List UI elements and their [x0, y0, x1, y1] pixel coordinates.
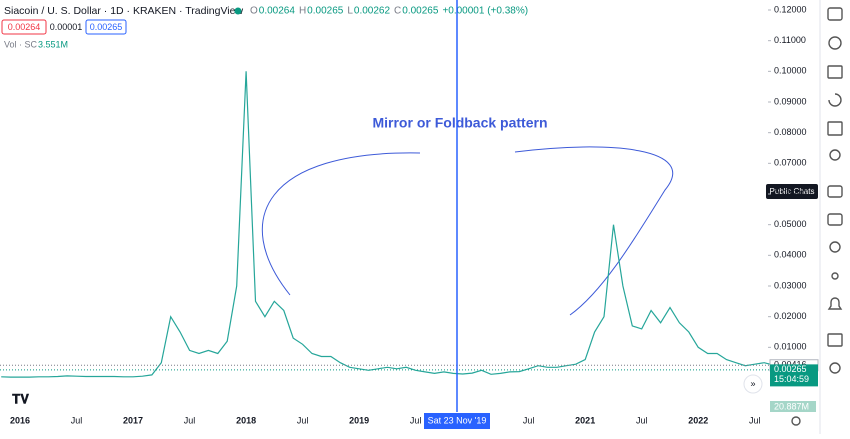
market-status — [234, 7, 242, 15]
x-tick-label: Jul — [410, 415, 422, 425]
ideas-stream-icon[interactable] — [829, 241, 841, 253]
calendar-icon[interactable] — [827, 121, 843, 136]
y-tick-label: 0.09000 — [774, 96, 807, 106]
price-marker-time: 15:04:59 — [774, 374, 809, 384]
price-line — [1, 71, 783, 378]
watchlist-icon[interactable] — [827, 7, 843, 21]
x-tick-label: 2022 — [688, 415, 708, 425]
annotation: Mirror or Foldback pattern — [372, 115, 547, 131]
chats-icon[interactable] — [827, 185, 843, 198]
ohlc-key: O — [250, 6, 258, 17]
y-tick-label: 0.01000 — [774, 342, 807, 352]
drawing-curve — [514, 146, 673, 316]
help-icon[interactable] — [829, 362, 841, 374]
x-tick-label: Jul — [184, 415, 196, 425]
crosshair-label: Sat 23 Nov '19 — [428, 415, 487, 425]
tooltip-box — [766, 184, 818, 199]
x-tick-label: 2017 — [123, 415, 143, 425]
logo: 𝐓𝐕 — [12, 391, 29, 406]
ohlc-value: 0.00264 — [259, 6, 296, 17]
notifications-icon[interactable] — [827, 297, 843, 310]
y-tick-label: 0.05000 — [774, 219, 807, 229]
crosshair-box — [424, 413, 490, 429]
order-panel-icon[interactable] — [827, 333, 843, 347]
scroll-button[interactable] — [743, 374, 763, 394]
x-tick-label: Jul — [636, 415, 648, 425]
buy-price[interactable]: 0.00265 — [90, 22, 123, 32]
broadcast-icon[interactable] — [831, 272, 839, 280]
ohlc-value: 0.00265 — [307, 6, 344, 17]
y-tick-label: 0.07000 — [774, 158, 807, 168]
toolbar-icons[interactable] — [827, 7, 843, 374]
ohlc-value: 0.00262 — [354, 6, 391, 17]
y-tick-label: 0.10000 — [774, 66, 807, 76]
alerts-icon[interactable] — [828, 36, 842, 50]
ohlc-key: H — [299, 6, 306, 17]
settings-icon[interactable] — [791, 416, 801, 426]
x-tick-label: 2021 — [575, 415, 595, 425]
ohlc-key: L — [347, 6, 353, 17]
y-tick-label: 0.03000 — [774, 280, 807, 290]
volume-value: 3.551M — [38, 39, 68, 49]
ohlc-key: C — [394, 6, 401, 17]
price-marker-box — [770, 364, 818, 387]
x-tick-label: 2018 — [236, 415, 256, 425]
sell-box[interactable] — [1, 19, 47, 35]
y-tick-label: 0.06000 — [774, 188, 807, 198]
tooltip: Public Chats — [770, 187, 815, 196]
price-change: +0.00001 (+0.38%) — [442, 6, 528, 17]
x-tick-label: Jul — [297, 415, 309, 425]
symbol-title: Siacoin / U. S. Dollar · 1D · KRAKEN · T… — [4, 5, 243, 17]
streams-icon[interactable] — [827, 213, 843, 226]
volume-label: Vol · SC — [4, 39, 38, 49]
scroll-icon[interactable]: » — [750, 378, 755, 388]
ohlc-value: 0.00265 — [402, 6, 439, 17]
toolbar — [820, 0, 850, 434]
y-tick-label: 0.04000 — [774, 250, 807, 260]
x-tick-label: 2016 — [10, 415, 30, 425]
volume-axis-label: 20.887M — [774, 401, 809, 411]
price-marker-label: 0.00265 — [774, 364, 807, 374]
buy-box[interactable] — [85, 19, 127, 35]
ohlc-legend: O 0.00264 H 0.00265 L 0.00262 C 0.00265 +0.00001… — [250, 6, 528, 17]
ideas-icon[interactable] — [829, 149, 841, 161]
y-tick-label: 0.11000 — [774, 35, 806, 45]
sell-price[interactable]: 0.00264 — [8, 22, 41, 32]
volume-axis-box — [770, 401, 816, 412]
data-window-icon[interactable] — [827, 65, 843, 79]
x-tick-label: Jul — [749, 415, 761, 425]
y-tick-label: 0.08000 — [774, 127, 807, 137]
hotlist-icon[interactable] — [828, 93, 842, 107]
y-tick-label: 0.02000 — [774, 311, 807, 321]
x-tick-label: 2019 — [349, 415, 369, 425]
spread: 0.00001 — [50, 22, 83, 32]
x-tick-label: Jul — [523, 415, 535, 425]
x-tick-label: Jul — [71, 415, 83, 425]
y-tick-label: 0.12000 — [774, 4, 807, 14]
drawing-curve — [261, 152, 421, 296]
